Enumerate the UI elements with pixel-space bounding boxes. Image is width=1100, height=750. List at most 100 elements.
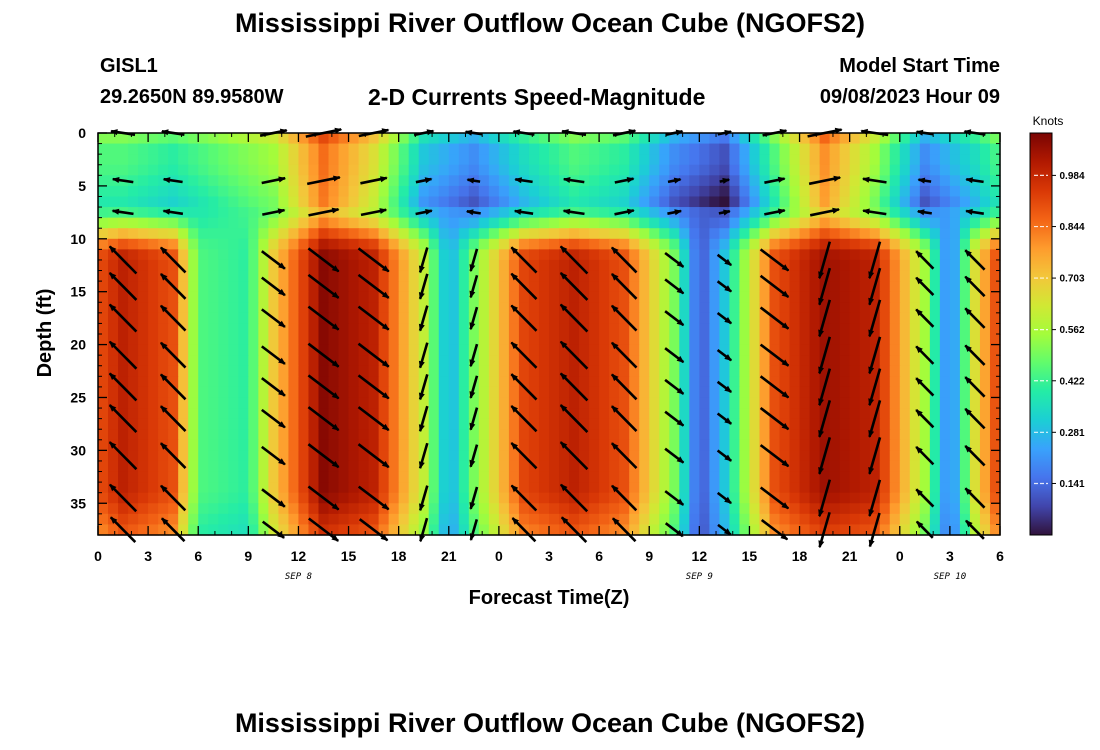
current-vector-head <box>160 485 168 493</box>
heatmap-cell <box>418 302 430 314</box>
heatmap-cell <box>799 291 811 303</box>
current-vector-head <box>331 392 340 399</box>
heatmap-cell <box>318 154 330 166</box>
heatmap-cell <box>538 217 550 229</box>
heatmap-cell <box>739 185 751 198</box>
heatmap-cell <box>438 386 450 399</box>
heatmap-cell <box>739 312 751 325</box>
heatmap-cell <box>108 429 119 441</box>
current-vector <box>559 271 589 301</box>
heatmap-cell <box>879 429 891 441</box>
heatmap-cell <box>569 228 580 240</box>
heatmap-cell <box>178 439 189 451</box>
heatmap-cell <box>869 291 881 303</box>
current-vector <box>818 267 832 306</box>
heatmap-cell <box>789 281 801 293</box>
heatmap-cell <box>498 175 510 187</box>
heatmap-cell <box>629 259 640 272</box>
heatmap-cell <box>118 228 129 240</box>
heatmap-cell <box>759 249 771 261</box>
heatmap-cell <box>679 334 690 346</box>
heatmap-cell <box>188 154 199 166</box>
heatmap-cell <box>178 344 189 356</box>
heatmap-cell <box>408 524 420 536</box>
heatmap-cell <box>819 154 831 166</box>
heatmap-cell <box>278 281 290 293</box>
heatmap-cell <box>238 376 249 388</box>
heatmap-cell <box>208 503 219 515</box>
heatmap-cell <box>128 196 139 208</box>
heatmap-cell <box>599 344 610 356</box>
heatmap-cell <box>909 302 921 314</box>
heatmap-cell <box>909 471 921 483</box>
heatmap-cell <box>328 270 340 282</box>
heatmap-cell <box>679 386 690 399</box>
heatmap-cell <box>378 143 390 155</box>
heatmap-cell <box>348 228 360 240</box>
heatmap-cell <box>378 259 390 272</box>
current-vector-head <box>676 387 685 395</box>
heatmap-cell <box>198 281 209 293</box>
heatmap-cell <box>549 513 560 526</box>
heatmap-cell <box>739 408 751 420</box>
heatmap-cell <box>699 524 710 536</box>
heatmap-cell <box>498 270 510 282</box>
heatmap-cell <box>899 175 911 187</box>
heatmap-cell <box>188 365 199 377</box>
heatmap-cell <box>739 196 751 208</box>
heatmap-cell <box>228 524 239 536</box>
heatmap-cell <box>138 524 149 536</box>
heatmap-cell <box>498 524 510 536</box>
heatmap-cell <box>979 503 991 515</box>
y-axis-title: Depth (ft) <box>34 289 56 378</box>
current-vector-head <box>381 360 390 368</box>
heatmap-cell <box>939 344 951 356</box>
heatmap-cell <box>318 386 330 399</box>
heatmap-cell <box>789 376 801 388</box>
heatmap-cell <box>278 133 290 145</box>
heatmap-cell <box>649 418 660 430</box>
heatmap-cell <box>809 312 821 325</box>
heatmap-cell <box>889 355 901 367</box>
heatmap-cell <box>148 397 159 409</box>
heatmap-cell <box>819 164 831 176</box>
heatmap-cell <box>799 334 811 346</box>
heatmap-cell <box>528 154 540 166</box>
heatmap-cell <box>288 439 300 451</box>
heatmap-cell <box>538 302 550 314</box>
heatmap-cell <box>639 133 650 145</box>
heatmap-cell <box>679 164 690 176</box>
heatmap-cell <box>338 133 350 145</box>
heatmap-cell <box>849 143 861 155</box>
heatmap-cell <box>528 513 540 526</box>
heatmap-cell <box>689 460 700 473</box>
heatmap-cell <box>569 185 580 198</box>
heatmap-cell <box>809 175 821 187</box>
heatmap-cell <box>378 344 390 356</box>
heatmap-cell <box>779 397 791 409</box>
heatmap-cell <box>629 312 640 325</box>
heatmap-cell <box>879 471 891 483</box>
heatmap-cell <box>148 524 159 536</box>
heatmap-cell <box>869 397 881 409</box>
current-vector-head <box>781 264 790 272</box>
heatmap-cell <box>348 482 360 494</box>
current-vector-head <box>469 391 476 399</box>
heatmap-cell <box>278 460 290 473</box>
heatmap-cell <box>338 302 350 314</box>
heatmap-cell <box>619 355 630 367</box>
current-vector-head <box>562 208 571 215</box>
heatmap-cell <box>268 365 279 377</box>
heatmap-cell <box>458 429 470 441</box>
heatmap-cell <box>388 344 400 356</box>
heatmap-cell <box>198 175 209 187</box>
heatmap-cell <box>168 365 179 377</box>
heatmap-cell <box>679 281 690 293</box>
heatmap-cell <box>829 344 841 356</box>
heatmap-cell <box>829 164 841 176</box>
heatmap-cell <box>198 418 209 430</box>
heatmap-cell <box>719 154 730 166</box>
heatmap-cell <box>398 281 410 293</box>
heatmap-cell <box>639 291 650 303</box>
current-vector-head <box>562 177 571 183</box>
